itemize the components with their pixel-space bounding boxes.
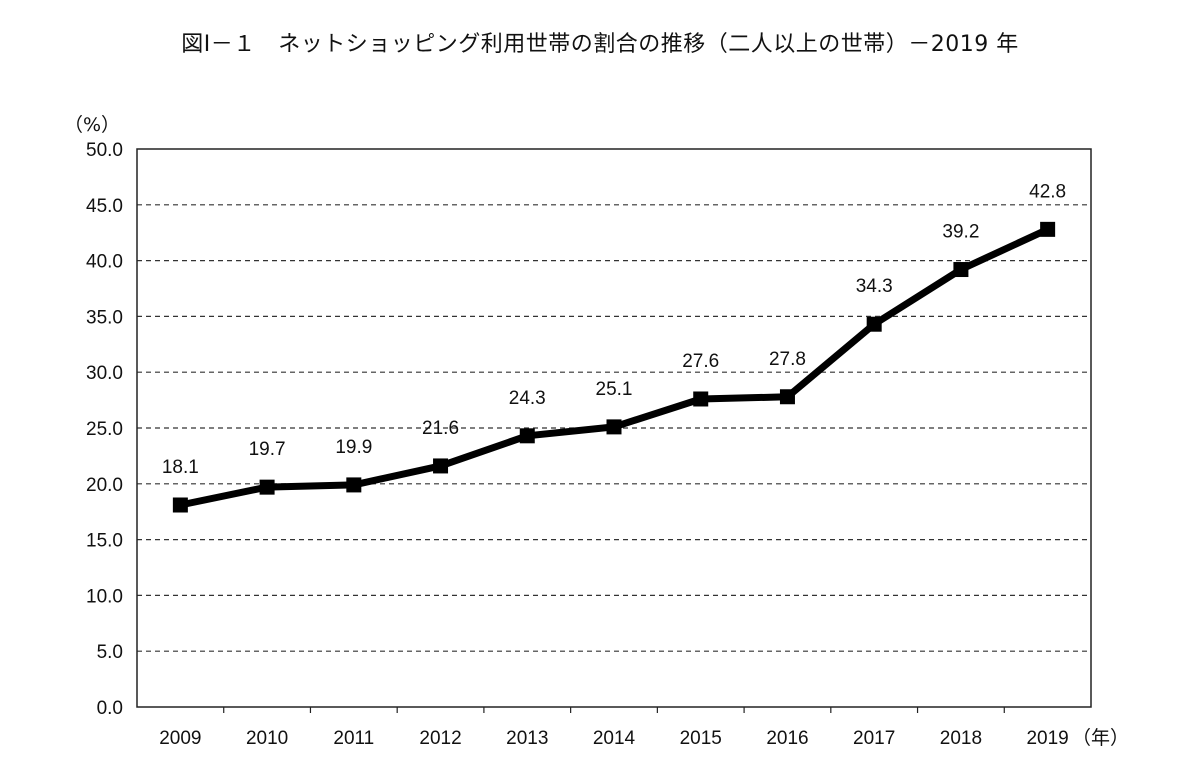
- data-point-marker: [779, 389, 795, 405]
- data-point-marker: [606, 419, 622, 435]
- data-point-marker: [866, 316, 882, 332]
- y-tick-label: 40.0: [86, 252, 123, 273]
- x-axis-tick-labels: 2009 2010 2011 2012 2013 2014 2015 2016 2017 2018…: [159, 728, 1069, 749]
- data-label: 34.3: [856, 276, 893, 297]
- series-line: [176, 225, 1052, 509]
- data-label: 25.1: [596, 379, 633, 400]
- data-label: 19.9: [335, 437, 372, 458]
- x-tick-label: 2011: [333, 728, 374, 749]
- data-point-marker: [953, 262, 969, 278]
- x-tick-label: 2014: [593, 728, 636, 749]
- data-point-marker: [519, 428, 535, 444]
- x-axis-unit-label: （年）: [1072, 727, 1129, 749]
- y-tick-label: 10.0: [86, 586, 123, 607]
- data-point-marker: [172, 497, 188, 513]
- x-tick-label: 2017: [853, 728, 895, 749]
- x-tick-label: 2018: [940, 728, 982, 749]
- series-markers: [172, 221, 1056, 513]
- data-point-marker: [693, 391, 709, 407]
- x-tick-label: 2013: [506, 728, 548, 749]
- series-line-group: [176, 225, 1052, 509]
- data-label: 24.3: [509, 388, 546, 409]
- plot-area-border: [136, 148, 1092, 708]
- y-tick-label: 5.0: [97, 642, 123, 663]
- y-tick-label: 35.0: [86, 307, 123, 328]
- y-tick-label: 45.0: [86, 196, 123, 217]
- y-tick-label: 15.0: [86, 531, 123, 552]
- y-tick-label: 0.0: [97, 698, 123, 719]
- y-axis-tick-labels: 0.0 5.0 10.0 15.0 20.0 25.0 30.0 35.0 40.0 45.0 50…: [86, 140, 123, 719]
- x-tick-label: 2010: [246, 728, 288, 749]
- data-point-marker: [346, 477, 362, 493]
- chart-title: 図Ⅰ－１ ネットショッピング利用世帯の割合の推移（二人以上の世帯）－2019 年: [181, 32, 1019, 57]
- y-tick-label: 50.0: [86, 140, 123, 161]
- data-labels: 18.1 19.7 19.9 21.6 24.3 25.1 27.6 27.8 34.3 39.2…: [162, 181, 1066, 478]
- y-tick-label: 30.0: [86, 363, 123, 384]
- y-tick-label: 20.0: [86, 475, 123, 496]
- data-label: 21.6: [422, 418, 459, 439]
- data-point-marker: [1040, 221, 1056, 237]
- data-label: 18.1: [162, 457, 199, 478]
- x-tick-label: 2012: [419, 728, 461, 749]
- grid-lines: [137, 204, 1091, 713]
- x-tick-label: 2015: [680, 728, 722, 749]
- y-tick-label: 25.0: [86, 419, 123, 440]
- data-point-marker: [433, 458, 449, 474]
- data-point-marker: [259, 479, 275, 495]
- x-tick-label: 2009: [159, 728, 201, 749]
- data-label: 27.8: [769, 349, 806, 370]
- y-axis-unit-label: （%）: [64, 114, 120, 136]
- data-label: 19.7: [249, 439, 286, 460]
- data-label: 42.8: [1029, 181, 1066, 202]
- x-tick-label: 2016: [766, 728, 808, 749]
- data-label: 27.6: [682, 351, 719, 372]
- x-tick-label: 2019: [1026, 728, 1068, 749]
- data-label: 39.2: [942, 222, 979, 243]
